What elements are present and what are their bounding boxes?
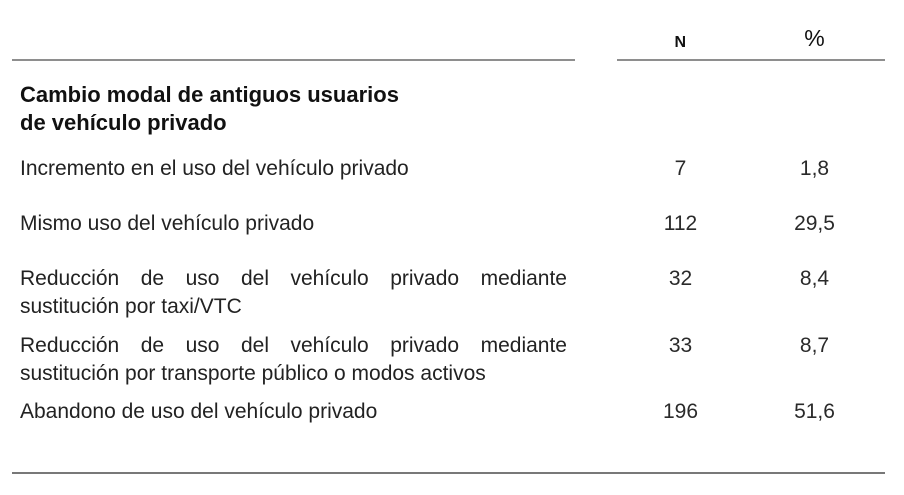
row-pct-value: 1,8 [799, 157, 830, 180]
bottom-rule [12, 472, 885, 474]
table-row: Mismo uso del vehículo privado 112 29,5 [12, 210, 885, 238]
header-rule-left [12, 0, 575, 61]
table-header-row: N % [12, 0, 885, 61]
row-label: Mismo uso del vehículo privado [20, 212, 315, 235]
row-n-value: 33 [668, 334, 693, 357]
header-gap [575, 0, 617, 61]
row-label: Abandono de uso del vehículo privado [20, 400, 378, 423]
row-pct-value: 51,6 [794, 400, 835, 423]
table-row: Abandono de uso del vehículo privado 196… [12, 398, 885, 426]
modal-change-table: N % Cambio modal de antiguos usuarios de… [12, 0, 885, 474]
table-row: Incremento en el uso del vehículo privad… [12, 155, 885, 183]
section-header-line2: de vehículo privado [20, 110, 227, 135]
table-row: Reducción de uso del vehículo privado me… [12, 332, 885, 388]
table-row: Reducción de uso del vehículo privado me… [12, 265, 885, 321]
row-label: Reducción de uso del vehículo privado me… [20, 334, 567, 385]
column-header-pct-cell: % [744, 0, 885, 61]
row-n-value: 32 [668, 267, 693, 290]
row-n-value: 7 [674, 157, 687, 180]
row-label: Incremento en el uso del vehículo privad… [20, 157, 409, 180]
row-pct-value: 29,5 [794, 212, 835, 235]
row-pct-value: 8,4 [799, 267, 830, 290]
section-header-line1: Cambio modal de antiguos usuarios [20, 82, 399, 107]
row-label: Reducción de uso del vehículo privado me… [20, 267, 567, 318]
column-header-n: N [674, 34, 687, 51]
row-n-value: 112 [663, 212, 698, 235]
column-header-pct: % [804, 25, 825, 51]
row-n-value: 196 [662, 400, 699, 423]
row-pct-value: 8,7 [799, 334, 830, 357]
section-header: Cambio modal de antiguos usuarios de veh… [12, 81, 885, 137]
column-header-n-cell: N [617, 0, 744, 61]
